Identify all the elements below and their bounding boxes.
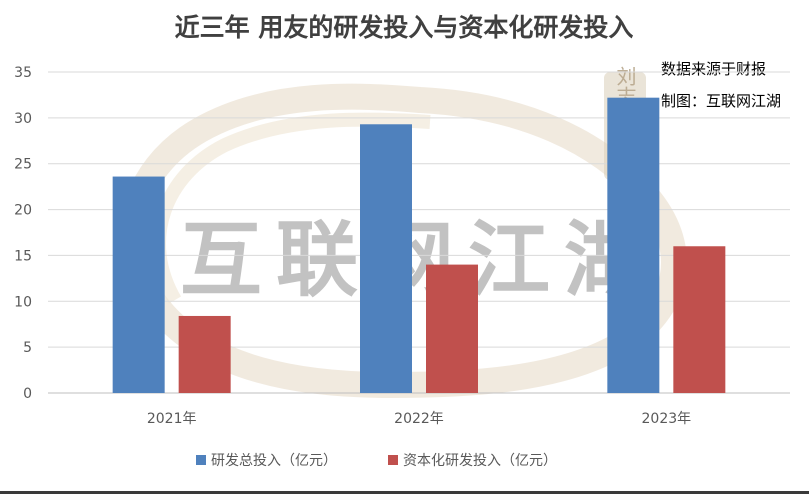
author-note: 制图：互联网江湖 (661, 92, 781, 110)
y-tick-label: 25 (14, 157, 32, 173)
y-tick-label: 15 (14, 248, 32, 264)
watermark-text: 互联网江湖 (180, 212, 660, 308)
x-tick-label: 2021年 (147, 411, 197, 427)
x-tick-label: 2022年 (394, 411, 444, 427)
y-tick-label: 20 (14, 203, 32, 219)
y-axis-ticks: 0 5 10 15 20 25 30 35 (14, 65, 32, 402)
bar-capitalized-rd-2 (673, 246, 726, 393)
chart-title: 近三年 用友的研发投入与资本化研发投入 (175, 13, 634, 42)
legend-label: 研发总投入（亿元） (211, 453, 337, 469)
legend-swatch (388, 455, 398, 465)
y-tick-label: 0 (23, 386, 32, 402)
x-axis-ticks: 2021年 2022年 2023年 (147, 411, 691, 427)
bar-capitalized-rd-0 (178, 315, 231, 393)
bar-capitalized-rd-1 (426, 264, 478, 393)
gridlines (48, 71, 790, 394)
bar-total-rd-2 (607, 97, 660, 394)
y-tick-label: 35 (14, 65, 32, 81)
bottom-border (0, 491, 809, 494)
y-tick-label: 5 (23, 340, 32, 356)
bars (112, 97, 726, 394)
legend-label: 资本化研发投入（亿元） (403, 453, 557, 469)
legend-swatch (196, 455, 206, 465)
y-tick-label: 30 (14, 111, 32, 127)
bar-total-rd-1 (360, 124, 412, 393)
x-tick-label: 2023年 (642, 411, 692, 427)
data-source-note: 数据来源于财报 (661, 60, 766, 78)
bar-total-rd-0 (112, 176, 165, 393)
y-tick-label: 10 (14, 294, 32, 310)
legend: 研发总投入（亿元） 资本化研发投入（亿元） (196, 453, 557, 469)
